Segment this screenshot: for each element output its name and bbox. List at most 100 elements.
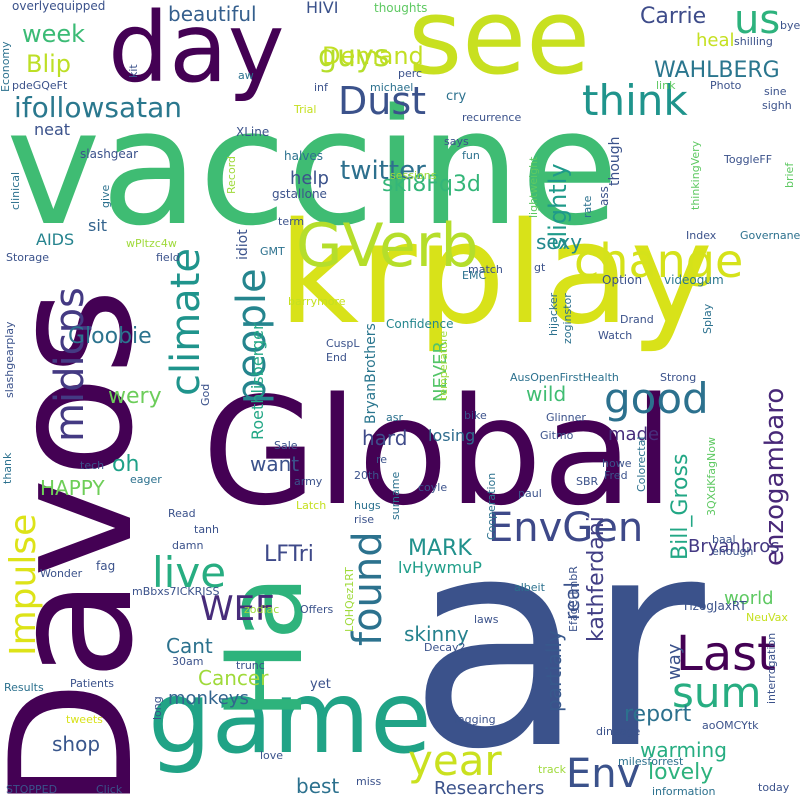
word-efagchmbr: EfagCHmbR [567, 566, 580, 632]
word-skinny: skinny [404, 622, 469, 646]
word-emc: EMC [462, 269, 487, 282]
word-milesforrest: milesforrest [618, 755, 684, 768]
word-fun: fun [462, 149, 480, 162]
word-climate: climate [163, 248, 209, 396]
word-give: give [99, 184, 112, 208]
word-michael: michael [370, 81, 414, 94]
word-perc: perc [398, 67, 423, 80]
word-game: game [148, 659, 432, 776]
word-slashgear: slashgear [80, 147, 139, 161]
word-tanh: tanh [194, 523, 219, 536]
word-enough: enough [712, 545, 754, 558]
word-thank: thank [1, 452, 14, 484]
word-ar: ar [408, 476, 705, 800]
word-record: Record [225, 155, 238, 194]
word-shop: shop [52, 732, 101, 756]
word-kathferdani: kathferdani [584, 516, 609, 642]
word-albeit: albeit [514, 581, 545, 594]
word-sum: sum [672, 668, 762, 717]
word-click: Click [96, 783, 123, 796]
word-year: year [408, 736, 502, 785]
word-wpltzc4w: wPltzc4w [126, 237, 177, 250]
word-information: information [652, 785, 716, 798]
word-option: Option [602, 273, 643, 287]
word-governane: Governane [740, 229, 800, 242]
word-strong: Strong [660, 371, 697, 384]
word-videogum: videogum [664, 273, 724, 287]
word-aoomcytk: aoOMCYtk [702, 719, 759, 732]
word-ski8fq3d: ski8Fq3d [382, 172, 481, 197]
word-idiot: idiot [235, 229, 251, 260]
word-lqhqez1rt: LQHQez1RT [343, 567, 356, 632]
word-army: army [294, 475, 323, 488]
word-lovely: lovely [648, 760, 714, 785]
word-though: though [607, 136, 623, 186]
word-live: live [152, 548, 227, 597]
word-re: re [376, 453, 388, 466]
word-20th: 20th [354, 469, 380, 482]
word-fred: Fred [604, 469, 628, 482]
word-envgen: EnvGen [488, 505, 644, 551]
word-inf: inf [314, 81, 328, 94]
word-rise: rise [354, 513, 375, 526]
word-fag: fag [96, 559, 116, 573]
word-ausopenfirsthealth: AusOpenFirstHealth [510, 371, 619, 384]
word-tlzogjaxrt: TlzogJaxRT [682, 599, 747, 613]
word-way: way [664, 643, 685, 680]
word-xline: XLine [236, 125, 270, 139]
word-gitmo: Gitmo [540, 429, 574, 442]
word-hijacker: hijacker [547, 292, 560, 336]
word-cooperation: Cooperation [485, 472, 498, 540]
word-bye: bye [780, 19, 800, 32]
word-help: help [290, 168, 329, 189]
word-wild: wild [526, 382, 567, 406]
word-sbr: SBR [576, 475, 599, 488]
word-shilling: shilling [734, 35, 773, 48]
word-interrogation: interrogation [765, 632, 778, 704]
word-track: track [538, 763, 566, 776]
word-storage: Storage [6, 251, 50, 264]
word-week: week [22, 20, 86, 48]
word-offers: Offers [300, 603, 334, 616]
word-love: love [260, 749, 284, 762]
word-neuvax: NeuVax [746, 611, 788, 624]
word-long: long [151, 696, 164, 720]
word-happy: HAPPY [40, 476, 105, 500]
word-read: Read [168, 507, 196, 520]
word-cry: cry [446, 89, 467, 104]
word-tech: tech [80, 459, 105, 472]
word-aw: aw [238, 69, 254, 82]
word-report: report [624, 702, 692, 727]
word-dineage: dineage [596, 725, 641, 738]
word-watch: Watch [598, 329, 633, 342]
word-link: link [656, 79, 676, 92]
word-guys: guys [318, 39, 390, 74]
word-lvhywmup: lvHywmuP [398, 558, 482, 577]
word-thinkingvery: thinkingVery [689, 140, 702, 210]
word-today: today [758, 781, 790, 794]
word-togglef: ToggleFF [724, 153, 773, 166]
word-want: want [250, 452, 300, 476]
word-vaccine: vaccine [6, 74, 619, 261]
word-warming: warming [640, 738, 727, 762]
word-patients: Patients [70, 677, 115, 690]
word-thoughts: thoughts [374, 1, 428, 15]
word-overlyequipped: overlyequipped [12, 0, 106, 13]
word-twitter: twitter [340, 156, 426, 186]
word-bike: bike [464, 409, 487, 422]
word-glinner: Glinner [546, 411, 586, 424]
word-fagging: fagging [454, 713, 496, 726]
word-splay: Splay [701, 303, 714, 334]
word-mbbxs7ickriss: mBbxs7ICKRISS [132, 585, 220, 598]
word-good: good [604, 374, 709, 423]
word-wonder: Wonder [40, 567, 83, 580]
word-slashgearplay: slashgearplay [3, 321, 16, 398]
word-gloobie: Gloobie [68, 324, 152, 349]
word-says: says [444, 135, 469, 148]
word-ass: ass [597, 186, 611, 206]
word-monkeys: monkeys [168, 688, 249, 709]
word-bryanbros: Bryanbros [688, 536, 780, 557]
word-sine: sine [764, 85, 787, 98]
word-miss: miss [356, 775, 382, 788]
